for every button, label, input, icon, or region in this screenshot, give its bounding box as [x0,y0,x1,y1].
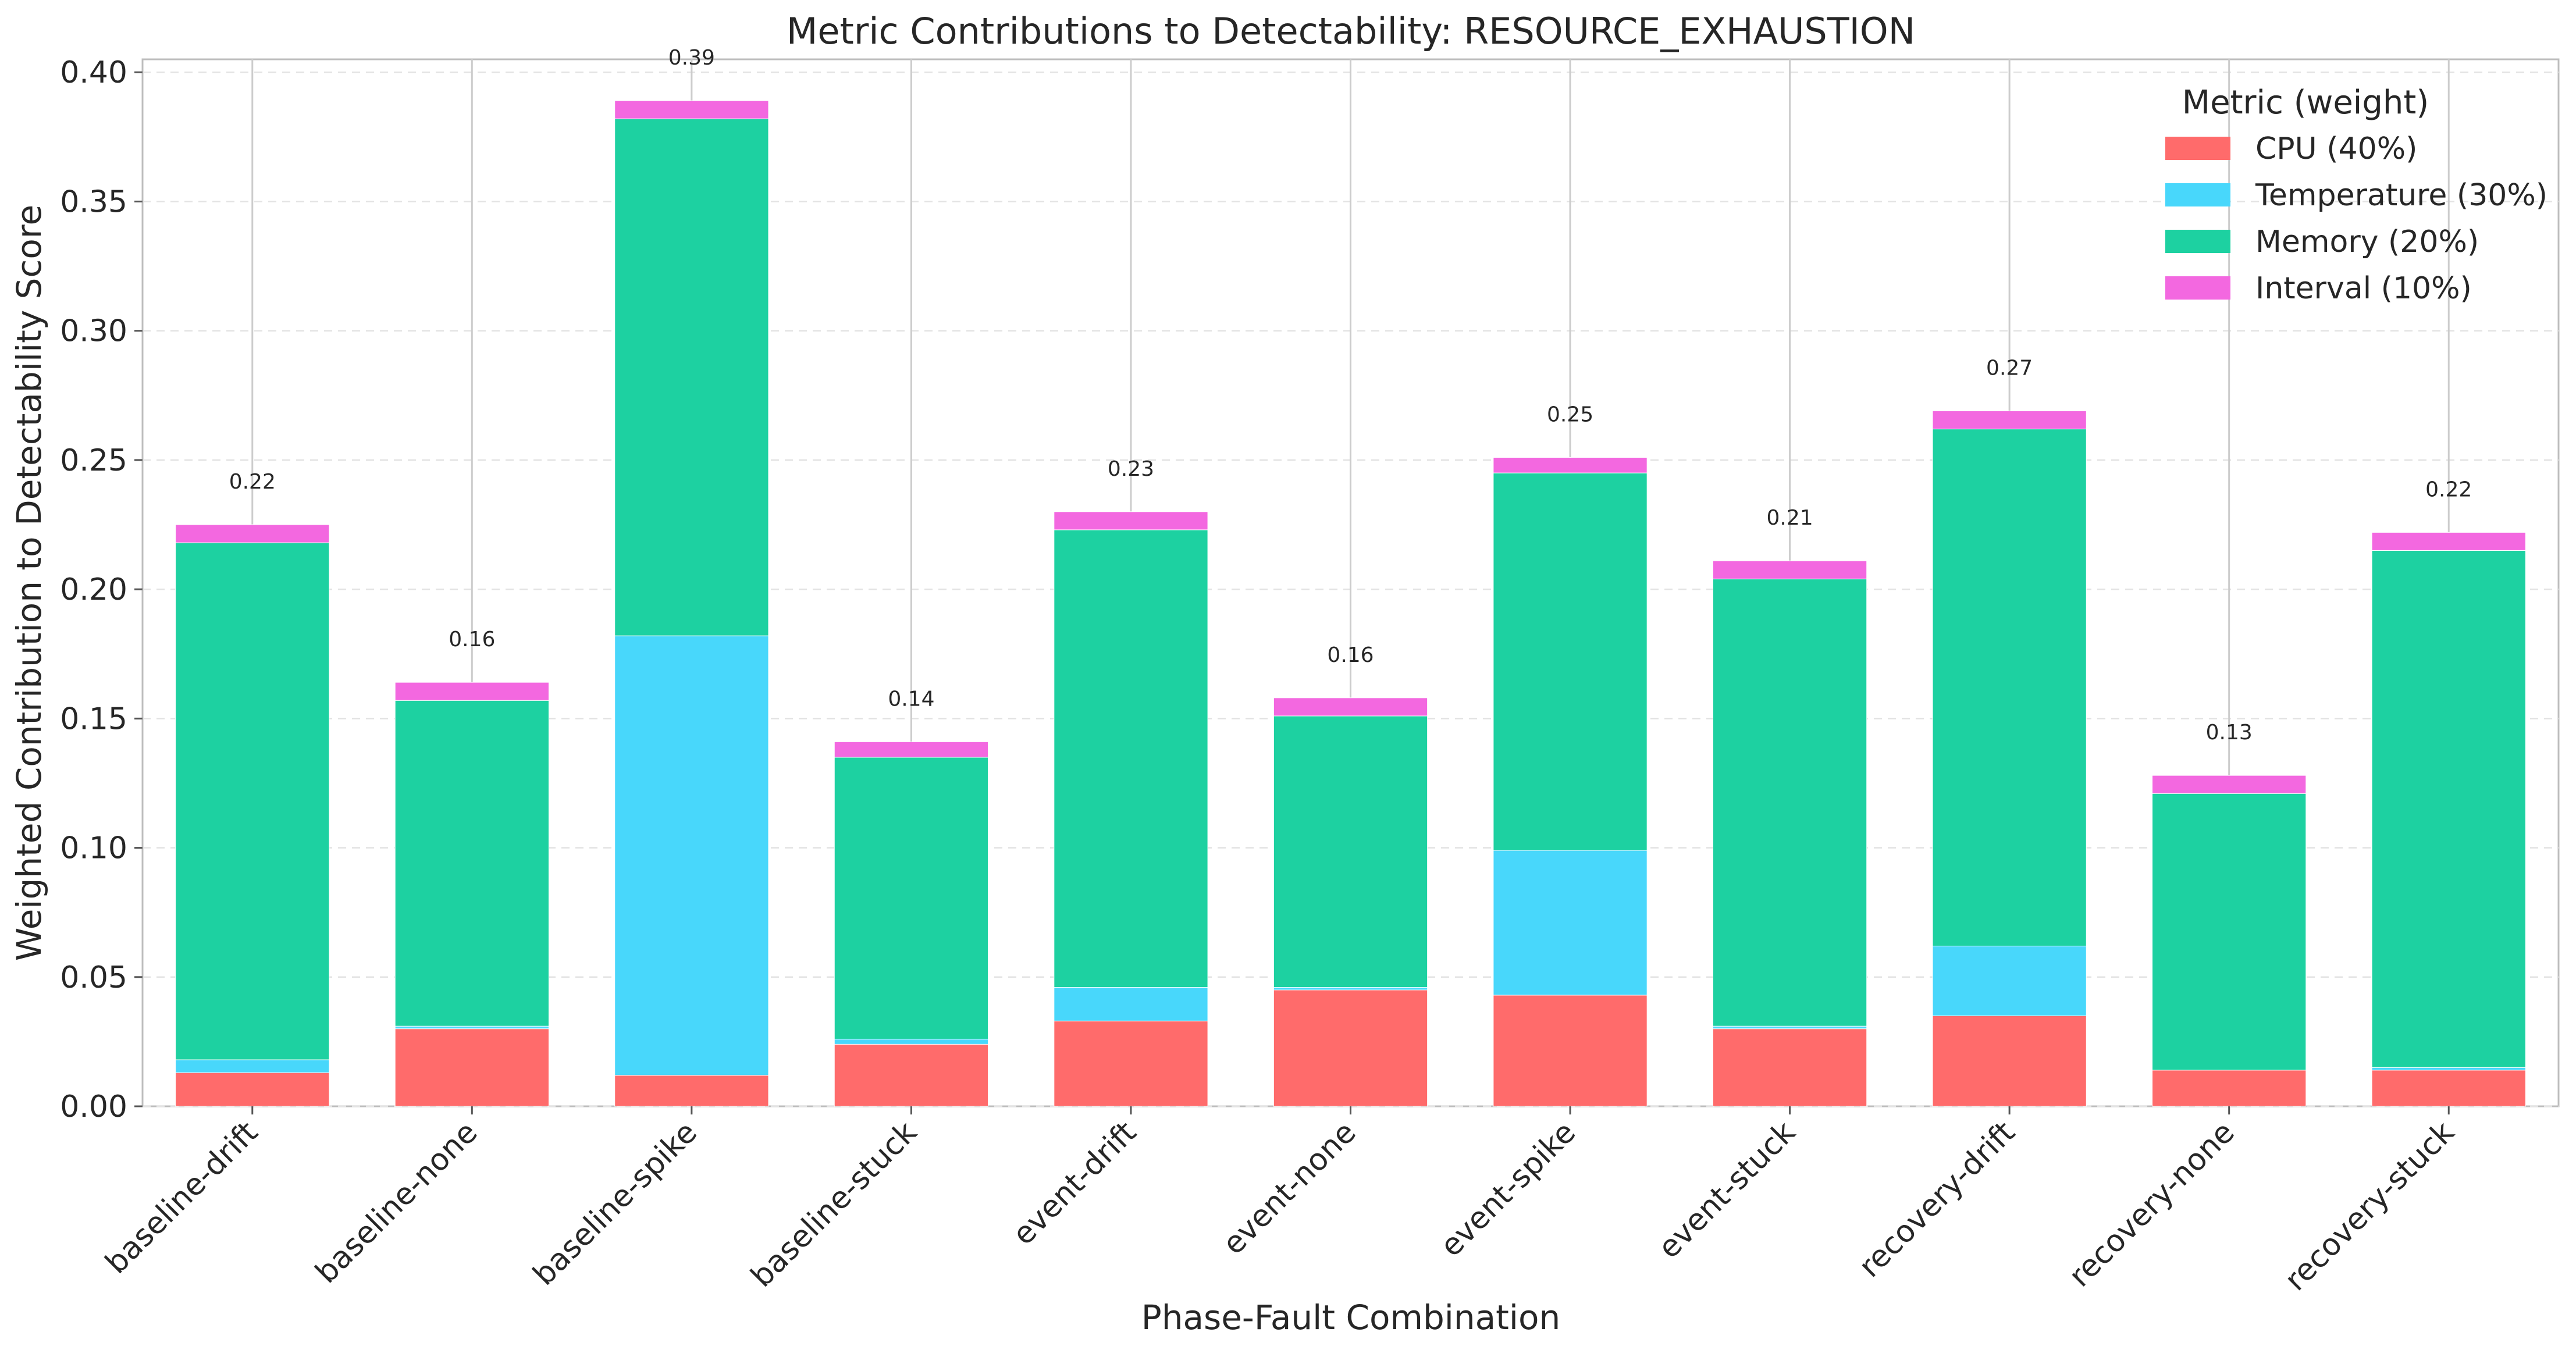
x-tick-label: recovery-none [2062,1115,2241,1294]
x-tick-label: baseline-stuck [745,1115,924,1294]
y-tick-label: 0.10 [60,831,127,866]
bar-segment-event-drift-interval [1054,511,1208,530]
bar-total-label: 0.14 [888,687,934,711]
bar-segment-event-stuck-temperature [1712,1025,1867,1030]
bar-segment-baseline-none-cpu [394,1028,549,1107]
legend-label: Temperature (30%) [2255,178,2547,213]
bar-segment-baseline-drift-interval [175,524,330,543]
y-tick-label: 0.05 [60,960,127,995]
bar-segment-baseline-stuck-cpu [834,1043,989,1107]
legend-swatch [2165,183,2230,206]
x-tick-label: event-drift [1006,1115,1143,1252]
bar-total-label: 0.39 [668,46,715,70]
x-tick-label: baseline-spike [526,1115,704,1292]
x-tick-label: event-none [1216,1115,1363,1262]
bar-segment-baseline-stuck-temperature [834,1038,989,1045]
bar-segment-recovery-drift-interval [1932,410,2087,430]
bar-segment-event-none-cpu [1273,989,1428,1107]
bar-segment-recovery-drift-cpu [1932,1015,2087,1107]
bar-segment-event-spike-interval [1493,457,1648,473]
bar-segment-event-stuck-interval [1712,560,1867,579]
legend-swatch [2165,276,2230,300]
x-tick-label: event-spike [1433,1115,1582,1264]
bar-segment-baseline-none-interval [394,682,549,701]
bar-segment-recovery-none-cpu [2152,1070,2307,1107]
y-axis-title: Weighted Contribution to Detectability S… [9,205,49,961]
legend-swatch [2165,137,2230,160]
bar-total-label: 0.16 [449,628,495,651]
bar-segment-baseline-spike-interval [614,100,769,119]
y-tick-label: 0.40 [60,55,127,90]
bar-segment-baseline-drift-cpu [175,1072,330,1107]
bar-segment-event-drift-memory [1054,529,1208,988]
bar-total-label: 0.22 [2425,478,2472,501]
y-tick-label: 0.00 [60,1089,127,1124]
bar-total-label: 0.27 [1986,356,2033,380]
x-tick-label: baseline-drift [99,1115,265,1281]
bar-segment-event-none-temperature [1273,987,1428,991]
bar-segment-event-stuck-memory [1712,578,1867,1027]
bar-segment-recovery-none-interval [2152,775,2307,794]
legend-label: CPU (40%) [2255,131,2417,166]
bar-segment-recovery-stuck-temperature [2371,1067,2526,1071]
bar-total-label: 0.23 [1108,457,1154,481]
bar-segment-baseline-drift-memory [175,542,330,1060]
y-tick-label: 0.20 [60,572,127,607]
bar-segment-recovery-stuck-memory [2371,550,2526,1068]
bar-segment-event-spike-memory [1493,472,1648,851]
bar-segment-event-drift-cpu [1054,1020,1208,1107]
bar-segment-baseline-stuck-interval [834,741,989,758]
bar-total-label: 0.25 [1547,403,1593,426]
x-tick-label: recovery-drift [1852,1115,2022,1284]
bar-total-label: 0.21 [1767,506,1813,530]
legend-swatch [2165,230,2230,253]
bar-segment-recovery-stuck-interval [2371,532,2526,551]
x-tick-label: event-stuck [1652,1115,1802,1266]
x-axis-title: Phase-Fault Combination [1141,1298,1561,1337]
bar-segment-recovery-none-memory [2152,793,2307,1071]
y-tick-label: 0.35 [60,184,127,219]
bar-segment-recovery-drift-temperature [1932,945,2087,1016]
bar-total-label: 0.13 [2206,721,2253,745]
bar-segment-baseline-stuck-memory [834,757,989,1039]
bar-segment-baseline-none-memory [394,700,549,1027]
plot-area: 0.00 0.05 0.10 0.15 0.20 0.25 0.30 0.35 0.40 0.22… [60,46,2560,1298]
x-tick-label: recovery-stuck [2278,1115,2461,1298]
bar-segment-recovery-stuck-cpu [2371,1070,2526,1107]
bar-segment-baseline-spike-memory [614,118,769,636]
bar-segment-baseline-drift-temperature [175,1059,330,1073]
legend-title: Metric (weight) [2182,84,2429,122]
x-tick-label: baseline-none [309,1115,484,1290]
bar-segment-event-spike-temperature [1493,850,1648,996]
bar-segment-event-none-memory [1273,715,1428,988]
legend-label: Memory (20%) [2255,225,2479,259]
bar-segment-baseline-spike-cpu [614,1075,769,1107]
bar-segment-recovery-drift-memory [1932,429,2087,946]
y-tick-label: 0.25 [60,443,127,478]
bar-segment-event-drift-temperature [1054,987,1208,1021]
legend-label: Interval (10%) [2255,271,2472,306]
bar-segment-baseline-none-temperature [394,1025,549,1030]
y-tick-label: 0.30 [60,314,127,349]
bar-segment-event-none-interval [1273,697,1428,717]
legend: Metric (weight) CPU (40%) Temperature (30… [2165,84,2547,306]
chart-title: Metric Contributions to Detectability: R… [787,10,1915,52]
bar-total-label: 0.22 [229,470,276,494]
y-tick-label: 0.15 [60,701,127,736]
bar-segment-baseline-spike-temperature [614,635,769,1076]
bar-segment-event-spike-cpu [1493,995,1648,1107]
bar-total-label: 0.16 [1327,643,1374,667]
bar-segment-event-stuck-cpu [1712,1028,1867,1107]
